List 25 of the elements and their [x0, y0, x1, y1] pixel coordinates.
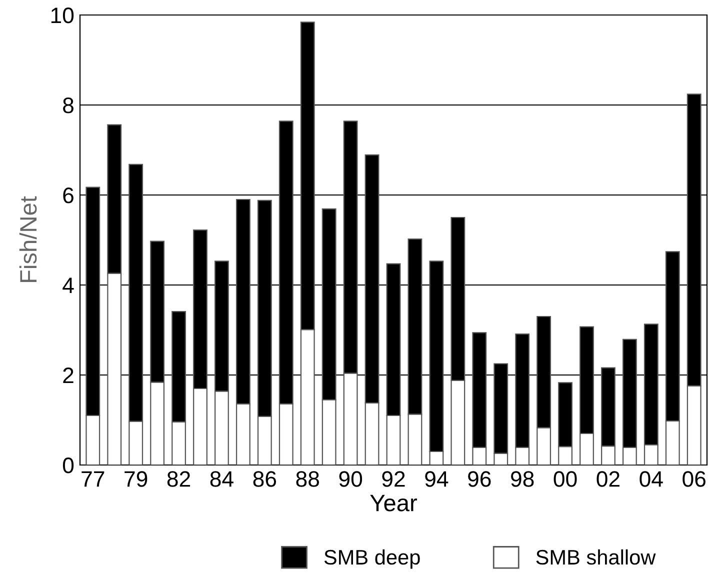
- x-tick-label: 79: [124, 471, 148, 487]
- x-tick-label: 02: [596, 471, 620, 487]
- x-tick-label: 84: [210, 471, 234, 487]
- x-tick-label: 06: [682, 471, 706, 487]
- x-axis-title: Year: [370, 494, 417, 512]
- y-tick-label: 4: [62, 278, 74, 294]
- x-tick-label: 77: [82, 471, 104, 487]
- x-tick-label: 94: [425, 471, 448, 487]
- x-tick-label: 04: [640, 471, 663, 487]
- y-tick-label: 8: [63, 98, 74, 114]
- x-tick-label: 98: [511, 471, 534, 487]
- legend-label: SMB shallow: [536, 549, 656, 565]
- y-tick-label: 2: [63, 368, 74, 384]
- y-tick-label: 0: [62, 458, 74, 474]
- x-tick-label: 92: [382, 471, 405, 487]
- x-tick-label: 86: [253, 471, 276, 487]
- x-tick-label: 96: [468, 471, 491, 487]
- legend-label: SMB deep: [324, 549, 420, 569]
- x-tick-label: 82: [167, 471, 190, 487]
- y-tick-label: 10: [51, 8, 74, 24]
- y-axis-title: Fish/Net: [19, 196, 37, 282]
- x-tick-label: 90: [339, 471, 362, 487]
- x-tick-label: 88: [296, 471, 320, 487]
- x-tick-label: 00: [554, 471, 577, 487]
- y-tick-label: 6: [63, 188, 74, 204]
